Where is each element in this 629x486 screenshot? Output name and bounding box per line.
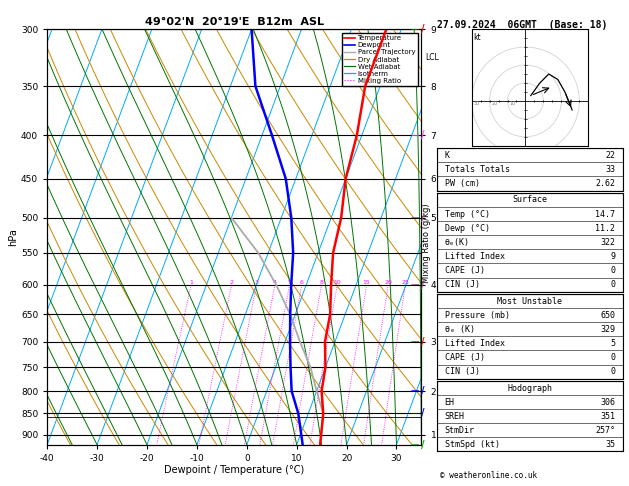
Text: Most Unstable: Most Unstable xyxy=(498,296,562,306)
Text: 0: 0 xyxy=(610,353,615,362)
Text: 5: 5 xyxy=(287,280,291,285)
Text: CAPE (J): CAPE (J) xyxy=(445,353,484,362)
Text: 650: 650 xyxy=(600,311,615,320)
Text: /: / xyxy=(421,337,425,347)
Text: Lifted Index: Lifted Index xyxy=(445,252,504,261)
Text: Surface: Surface xyxy=(513,195,547,205)
Text: 351: 351 xyxy=(600,412,615,421)
Text: kt: kt xyxy=(474,33,481,42)
Text: 257°: 257° xyxy=(595,426,615,435)
Text: © weatheronline.co.uk: © weatheronline.co.uk xyxy=(440,471,537,480)
Text: 306: 306 xyxy=(600,398,615,407)
Text: 20: 20 xyxy=(491,101,498,105)
Text: StmSpd (kt): StmSpd (kt) xyxy=(445,440,499,449)
Text: 329: 329 xyxy=(600,325,615,334)
Text: 30: 30 xyxy=(474,101,480,105)
Text: 4: 4 xyxy=(273,280,277,285)
Text: —: — xyxy=(411,409,420,418)
Text: /: / xyxy=(421,386,425,396)
Text: 15: 15 xyxy=(363,280,370,285)
Text: Pressure (mb): Pressure (mb) xyxy=(445,311,509,320)
Text: 0: 0 xyxy=(610,367,615,376)
Text: K: K xyxy=(445,151,450,160)
Text: 0: 0 xyxy=(610,280,615,289)
Text: CIN (J): CIN (J) xyxy=(445,367,479,376)
FancyBboxPatch shape xyxy=(437,193,623,292)
FancyBboxPatch shape xyxy=(437,294,623,379)
Text: /: / xyxy=(421,409,425,418)
Text: 14.7: 14.7 xyxy=(595,209,615,219)
Text: 322: 322 xyxy=(600,238,615,247)
Text: 5: 5 xyxy=(610,339,615,348)
Text: PW (cm): PW (cm) xyxy=(445,179,479,188)
Text: —: — xyxy=(411,213,420,222)
Text: Totals Totals: Totals Totals xyxy=(445,165,509,174)
Text: EH: EH xyxy=(445,398,455,407)
Text: Hodograph: Hodograph xyxy=(508,383,552,393)
Text: 27.09.2024  06GMT  (Base: 18): 27.09.2024 06GMT (Base: 18) xyxy=(437,20,608,31)
Text: SREH: SREH xyxy=(445,412,465,421)
Text: 10: 10 xyxy=(333,280,341,285)
Text: —: — xyxy=(411,25,420,34)
Text: LCL: LCL xyxy=(425,53,439,62)
Text: θₑ(K): θₑ(K) xyxy=(445,238,470,247)
Text: —: — xyxy=(411,280,420,290)
Text: 8: 8 xyxy=(320,280,323,285)
Text: 35: 35 xyxy=(605,440,615,449)
FancyBboxPatch shape xyxy=(437,148,623,191)
Text: 25: 25 xyxy=(401,280,409,285)
Text: 3: 3 xyxy=(255,280,259,285)
Y-axis label: km
ASL: km ASL xyxy=(442,227,458,246)
Y-axis label: hPa: hPa xyxy=(8,228,18,246)
Text: Dewp (°C): Dewp (°C) xyxy=(445,224,489,233)
Text: 22: 22 xyxy=(605,151,615,160)
Text: /: / xyxy=(421,280,425,290)
Text: 10: 10 xyxy=(509,101,516,105)
Text: 9: 9 xyxy=(610,252,615,261)
Text: /: / xyxy=(421,440,425,450)
Text: 20: 20 xyxy=(384,280,392,285)
Text: Temp (°C): Temp (°C) xyxy=(445,209,489,219)
Text: Mixing Ratio (g/kg): Mixing Ratio (g/kg) xyxy=(422,203,431,283)
Text: CAPE (J): CAPE (J) xyxy=(445,266,484,275)
Text: 0: 0 xyxy=(610,266,615,275)
Text: /: / xyxy=(421,213,425,223)
Text: /: / xyxy=(421,130,425,140)
Title: 49°02'N  20°19'E  B12m  ASL: 49°02'N 20°19'E B12m ASL xyxy=(145,17,324,27)
Text: —: — xyxy=(411,440,420,449)
Text: —: — xyxy=(411,337,420,347)
FancyBboxPatch shape xyxy=(437,381,623,451)
Text: —: — xyxy=(411,131,420,140)
Text: StmDir: StmDir xyxy=(445,426,474,435)
Text: 2.62: 2.62 xyxy=(595,179,615,188)
Text: Lifted Index: Lifted Index xyxy=(445,339,504,348)
X-axis label: Dewpoint / Temperature (°C): Dewpoint / Temperature (°C) xyxy=(164,466,304,475)
Text: /: / xyxy=(421,24,425,34)
Text: 11.2: 11.2 xyxy=(595,224,615,233)
Text: —: — xyxy=(411,387,420,396)
Text: CIN (J): CIN (J) xyxy=(445,280,479,289)
Text: 2: 2 xyxy=(230,280,233,285)
Legend: Temperature, Dewpoint, Parcel Trajectory, Dry Adiabat, Wet Adiabat, Isotherm, Mi: Temperature, Dewpoint, Parcel Trajectory… xyxy=(342,33,418,87)
Text: 33: 33 xyxy=(605,165,615,174)
Text: θₑ (K): θₑ (K) xyxy=(445,325,474,334)
Text: 6: 6 xyxy=(300,280,304,285)
Text: 1: 1 xyxy=(189,280,193,285)
